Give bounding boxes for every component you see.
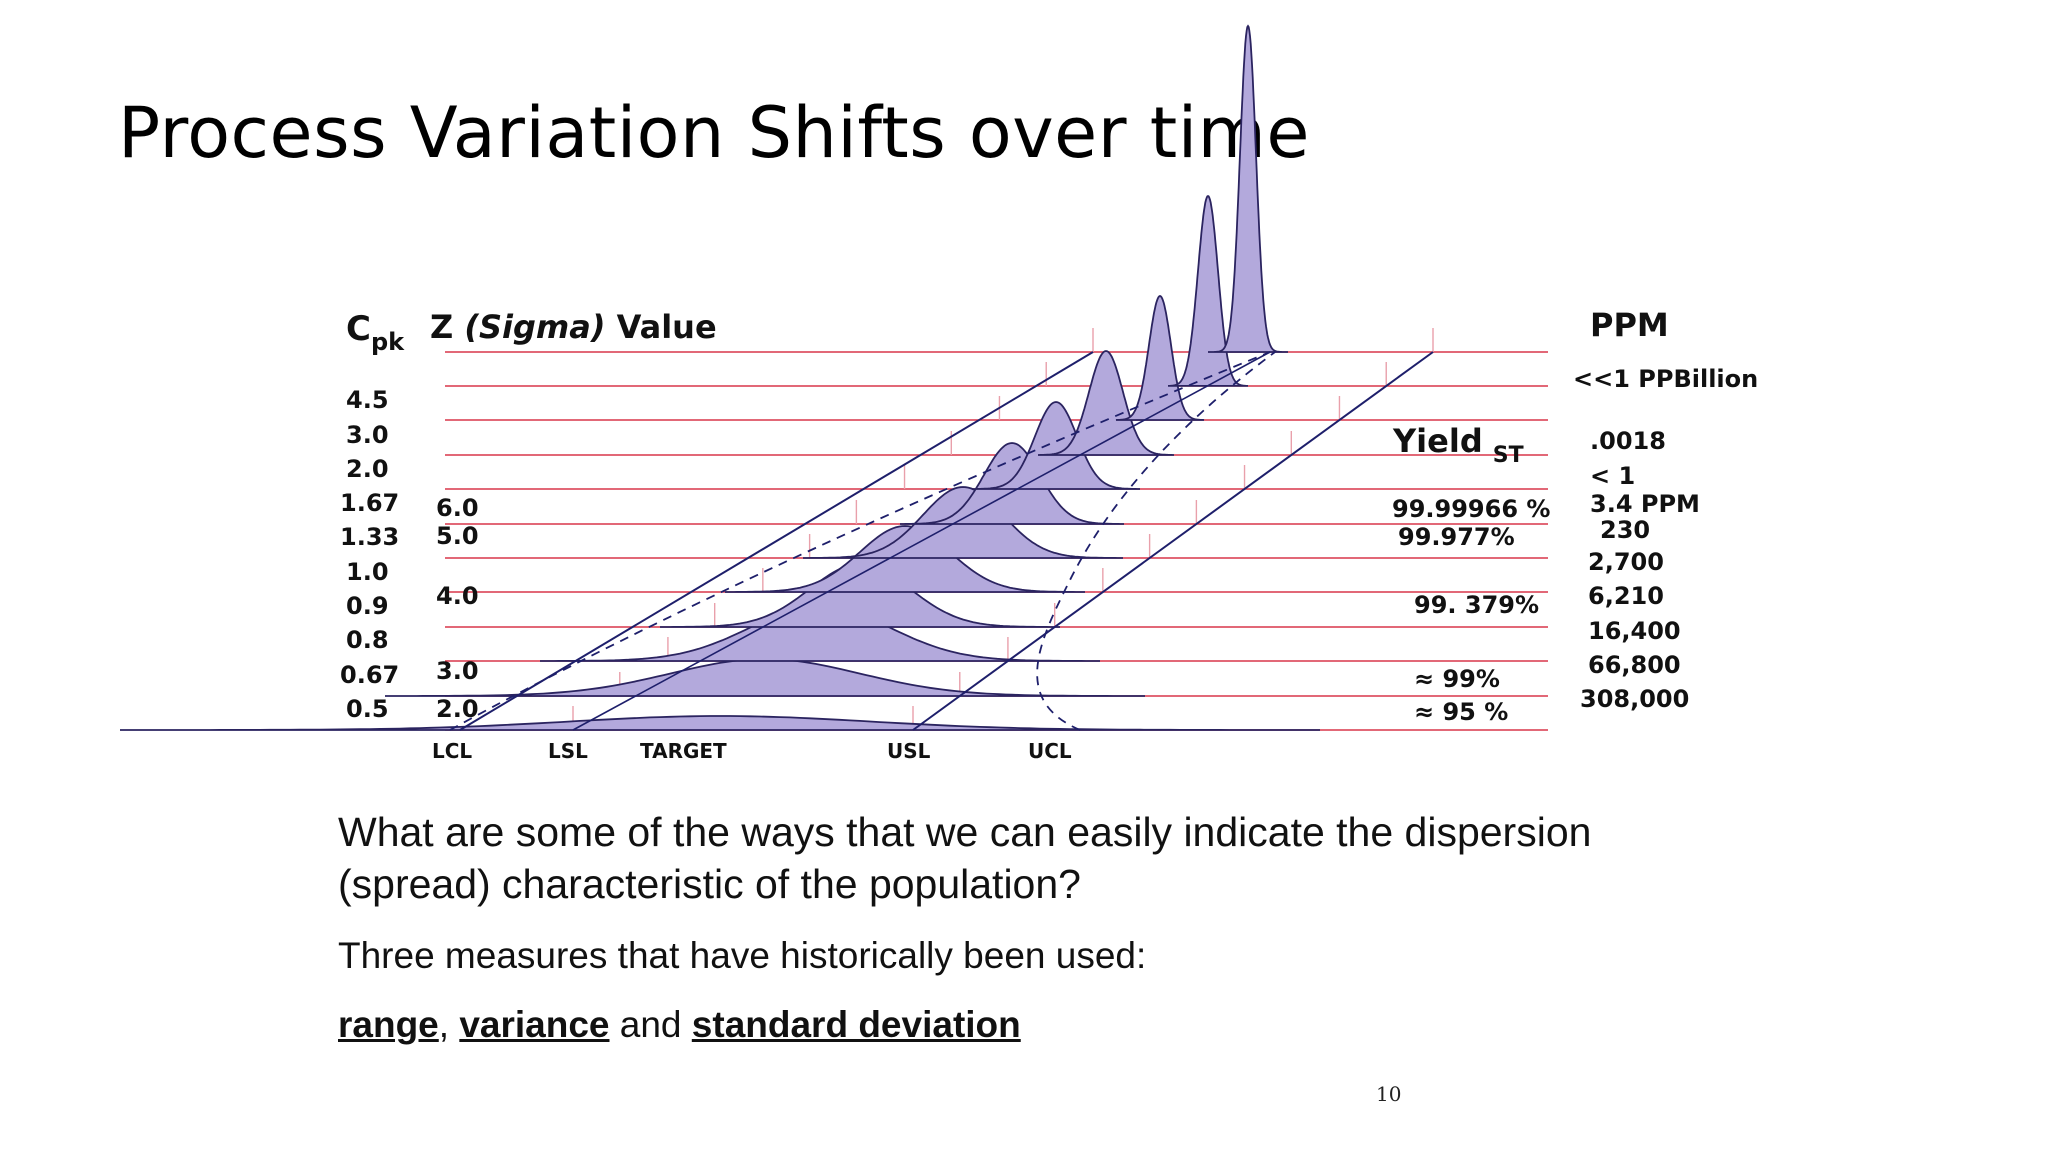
separator: , xyxy=(438,1004,460,1045)
z-sigma-header: Z (Sigma) Value xyxy=(430,308,717,346)
cpk-value: 0.67 xyxy=(340,661,399,689)
yield-value: 99. 379% xyxy=(1414,591,1539,619)
ucl-line xyxy=(1036,351,1276,731)
intro-text: Three measures that have historically be… xyxy=(338,935,1147,976)
distribution-curve xyxy=(385,658,1145,697)
cpk-value: 2.0 xyxy=(346,455,389,483)
yield-value: ≈ 95 % xyxy=(1414,698,1508,726)
yield-value: ≈ 99% xyxy=(1414,665,1500,693)
distribution-curve xyxy=(1208,24,1288,353)
usl-line xyxy=(912,351,1434,731)
limit-lines xyxy=(449,351,1434,731)
ppm-value: 6,210 xyxy=(1588,582,1664,610)
cpk-value: 0.8 xyxy=(346,626,389,654)
yield-value: 99.99966 % xyxy=(1392,495,1550,523)
target-line xyxy=(572,351,1271,731)
distribution-curve xyxy=(1115,295,1205,421)
measures-text: range, variance and standard deviation xyxy=(338,1004,1021,1046)
cpk-value: 1.33 xyxy=(340,523,399,551)
z-value: 3.0 xyxy=(436,657,479,685)
yield-value: 99.977% xyxy=(1398,523,1515,551)
lcl-label: LCL xyxy=(432,739,472,763)
yield-header: Yield ST xyxy=(1392,422,1524,468)
z-value: 5.0 xyxy=(436,522,479,550)
z-value: 4.0 xyxy=(436,582,479,610)
target-label: TARGET xyxy=(640,739,727,763)
ppm-value: 308,000 xyxy=(1580,685,1689,713)
distribution-curves xyxy=(120,24,1320,731)
cpk-value: 0.9 xyxy=(346,592,389,620)
cpk-value: 3.0 xyxy=(346,421,389,449)
z-value: 2.0 xyxy=(436,695,479,723)
ppm-top-value: <<1 PPBillion xyxy=(1573,365,1758,393)
lsl-line xyxy=(459,351,1094,731)
z-value: 6.0 xyxy=(436,494,479,522)
cpk-header: Cpk xyxy=(346,309,405,356)
ppm-value: 16,400 xyxy=(1588,617,1681,645)
lsl-label: LSL xyxy=(548,739,588,763)
cpk-value: 4.5 xyxy=(346,386,389,414)
ucl-label: UCL xyxy=(1028,739,1072,763)
usl-label: USL xyxy=(887,739,931,763)
ppm-value: 2,700 xyxy=(1588,548,1664,576)
cpk-value: 1.67 xyxy=(340,489,399,517)
distribution-curve xyxy=(1168,194,1248,387)
variance-term: variance xyxy=(459,1004,610,1045)
distribution-curve xyxy=(1038,350,1174,456)
std-dev-term: standard deviation xyxy=(691,1004,1021,1045)
page-number: 10 xyxy=(1376,1082,1402,1106)
question-text: What are some of the ways that we can ea… xyxy=(338,809,1592,907)
ppm-value: 3.4 PPM xyxy=(1590,490,1700,518)
cpk-value: 1.0 xyxy=(346,558,389,586)
distribution-curve xyxy=(120,715,1320,731)
ppm-value: 66,800 xyxy=(1588,651,1681,679)
cpk-value: 0.5 xyxy=(346,695,389,723)
distribution-curve xyxy=(972,401,1140,490)
ppm-value: < 1 xyxy=(1590,462,1635,490)
lcl-line xyxy=(449,351,1271,731)
range-term: range xyxy=(338,1004,439,1045)
slide-title: Process Variation Shifts over time xyxy=(118,92,1310,174)
distribution-curve xyxy=(725,525,1085,593)
ppm-value: .0018 xyxy=(1590,427,1666,455)
ppm-header: PPM xyxy=(1590,306,1669,344)
ppm-value: 230 xyxy=(1600,516,1650,544)
separator: and xyxy=(609,1004,692,1045)
